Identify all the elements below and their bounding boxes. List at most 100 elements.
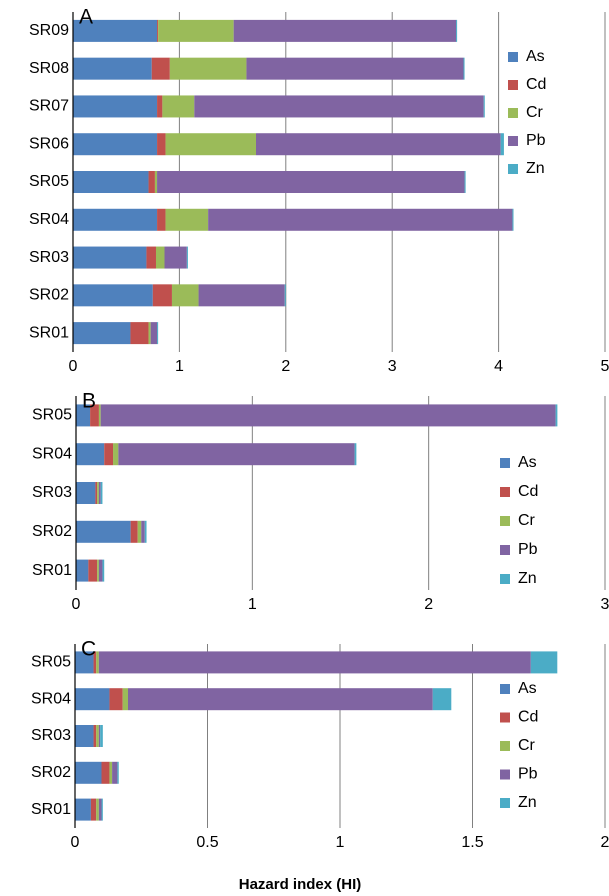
bar-segment	[90, 798, 97, 821]
legend-label: Pb	[526, 132, 546, 149]
bar-segment	[75, 761, 102, 784]
legend-swatch	[500, 516, 510, 526]
bar-segment	[169, 57, 247, 80]
bar-segment	[165, 208, 209, 231]
x-tick-label: 4	[494, 358, 503, 375]
legend-label: Cr	[526, 104, 544, 121]
legend-label: Cd	[518, 709, 538, 726]
bar-segment	[233, 19, 457, 42]
bar-segment	[73, 133, 158, 156]
bar-segment	[75, 725, 94, 747]
bar-segment	[128, 688, 433, 711]
legend-label: Pb	[518, 766, 538, 783]
bar-segment	[171, 284, 199, 307]
panel-title: A	[79, 6, 93, 29]
x-tick-label: 5	[601, 358, 609, 375]
x-tick-label: 2	[601, 834, 609, 851]
bar-segment	[101, 761, 110, 784]
bar-segment	[500, 133, 504, 156]
bar-segment	[165, 133, 257, 156]
y-tick-label: SR07	[29, 98, 69, 115]
x-tick-label: 3	[388, 358, 397, 375]
bar-segment	[93, 651, 97, 674]
bar-segment	[512, 208, 514, 231]
bar-segment	[95, 482, 98, 504]
bar-segment	[98, 798, 102, 821]
y-tick-label: SR01	[31, 801, 71, 818]
x-tick-label: 1	[336, 834, 345, 851]
y-tick-label: SR05	[31, 654, 71, 671]
x-tick-label: 3	[601, 596, 609, 613]
legend-label: Zn	[518, 794, 537, 811]
legend-swatch	[508, 164, 518, 174]
legend-label: Cr	[518, 512, 536, 529]
y-tick-label: SR05	[29, 173, 69, 190]
legend-swatch	[500, 684, 510, 694]
bar-segment	[186, 246, 188, 269]
bar-segment	[100, 404, 556, 427]
bar-segment	[73, 95, 158, 118]
bar-segment	[96, 651, 99, 674]
y-tick-label: SR03	[31, 727, 71, 744]
bar-segment	[246, 57, 464, 80]
legend-swatch	[508, 108, 518, 118]
y-tick-label: SR03	[32, 484, 72, 501]
bar-segment	[73, 284, 153, 307]
bar-segment	[76, 482, 96, 504]
legend-label: Zn	[518, 570, 537, 587]
bar-segment	[141, 520, 145, 543]
legend-label: Cd	[526, 76, 546, 93]
y-tick-label: SR02	[29, 287, 69, 304]
bar-segment	[100, 482, 103, 504]
bar-segment	[98, 559, 103, 582]
bar-segment	[164, 246, 187, 269]
x-tick-label: 1	[175, 358, 184, 375]
bar-segment	[157, 322, 159, 345]
y-tick-label: SR04	[32, 445, 72, 462]
bar-segment	[198, 284, 285, 307]
bar-segment	[284, 284, 286, 307]
bar-segment	[75, 798, 91, 821]
bar-segment	[73, 57, 152, 80]
bar-segment	[432, 688, 452, 711]
bar-segment	[101, 798, 103, 821]
bar-segment	[113, 443, 119, 466]
bar-segment	[148, 322, 151, 345]
legend-label: Cd	[518, 483, 538, 500]
panel-title: C	[81, 638, 96, 661]
bar-segment	[102, 559, 105, 582]
bar-segment	[144, 520, 147, 543]
bar-segment	[555, 404, 558, 427]
bar-segment	[98, 651, 531, 674]
bar-segment	[104, 443, 114, 466]
legend-label: Zn	[526, 160, 545, 177]
bar-segment	[76, 404, 91, 427]
bar-segment	[98, 404, 101, 427]
bar-segment	[88, 559, 98, 582]
bar-segment	[117, 761, 119, 784]
bar-segment	[150, 322, 158, 345]
bar-segment	[157, 133, 166, 156]
bar-segment	[75, 688, 110, 711]
bar-segment	[464, 171, 466, 193]
bar-segment	[73, 208, 158, 231]
legend-swatch	[508, 136, 518, 146]
panel-title: B	[82, 390, 96, 413]
bar-segment	[96, 798, 99, 821]
bar-segment	[155, 246, 165, 269]
bar-segment	[154, 171, 158, 193]
bar-segment	[76, 520, 131, 543]
x-axis-label: Hazard index (HI)	[239, 876, 362, 893]
legend-swatch	[500, 545, 510, 555]
bar-segment	[96, 725, 99, 747]
bar-segment	[146, 246, 156, 269]
y-tick-label: SR05	[32, 407, 72, 424]
bar-segment	[100, 725, 103, 747]
bar-segment	[98, 725, 101, 747]
bar-segment	[118, 443, 355, 466]
bar-segment	[109, 761, 113, 784]
bar-segment	[137, 520, 142, 543]
bar-segment	[76, 559, 89, 582]
y-tick-label: SR08	[29, 60, 69, 77]
bar-segment	[76, 443, 105, 466]
